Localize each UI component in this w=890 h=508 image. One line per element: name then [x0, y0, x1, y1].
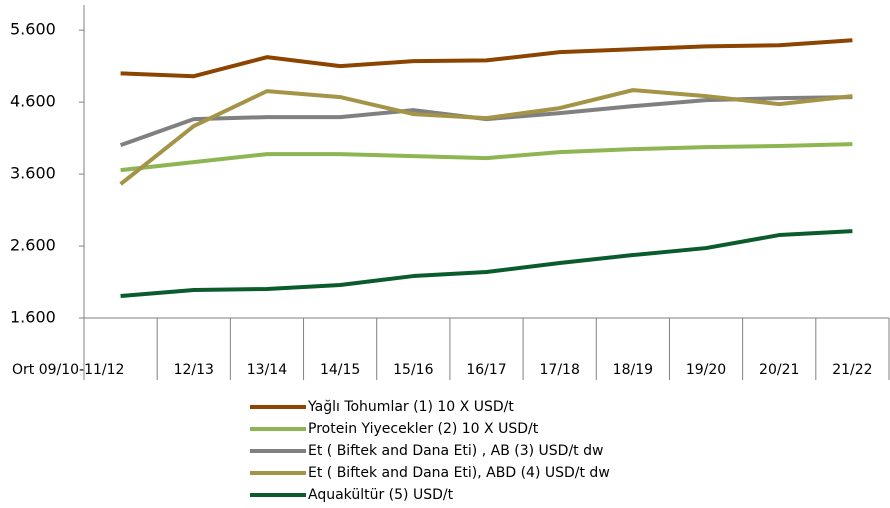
series-line — [119, 88, 853, 186]
series-line — [120, 142, 853, 173]
legend-label: Et ( Biftek and Dana Eti) , AB (3) USD/t… — [308, 443, 603, 459]
x-tick-label: 20/21 — [759, 362, 799, 378]
series-line — [120, 229, 853, 299]
x-tick-label: Ort 09/10-11/12 — [12, 362, 124, 378]
legend-label: Protein Yiyecekler (2) 10 X USD/t — [308, 421, 539, 437]
legend-label: Aquakültür (5) USD/t — [308, 487, 454, 503]
y-tick-label: 4.600 — [10, 92, 56, 111]
x-tick-label: 19/20 — [686, 362, 726, 378]
series-line — [120, 38, 853, 79]
x-tick-label: 18/19 — [613, 362, 653, 378]
x-tick-label: 15/16 — [393, 362, 433, 378]
x-tick-label: 17/18 — [540, 362, 580, 378]
x-tick-label: 14/15 — [320, 362, 360, 378]
y-tick-label: 2.600 — [10, 236, 56, 255]
legend-label: Yağlı Tohumlar (1) 10 X USD/t — [307, 399, 514, 415]
x-tick-label: 21/22 — [832, 362, 872, 378]
x-tick-label: 13/14 — [247, 362, 287, 378]
y-tick-label: 5.600 — [10, 20, 56, 39]
legend-label: Et ( Biftek and Dana Eti), ABD (4) USD/t… — [308, 465, 610, 481]
x-tick-label: 12/13 — [174, 362, 214, 378]
y-tick-label: 1.600 — [10, 308, 56, 327]
y-tick-label: 3.600 — [10, 164, 56, 183]
series-line — [119, 95, 853, 147]
x-tick-label: 16/17 — [466, 362, 506, 378]
